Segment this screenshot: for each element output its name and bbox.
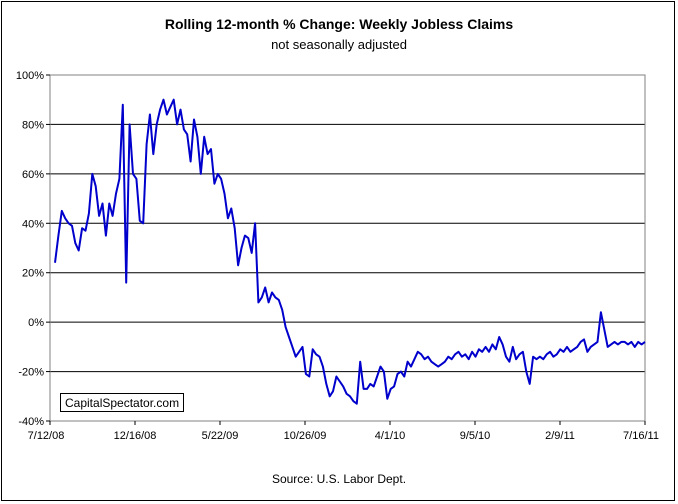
x-tick-label: 4/1/10	[375, 430, 406, 442]
x-tick-label: 10/26/09	[284, 430, 327, 442]
y-tick-label: 20%	[22, 268, 44, 280]
y-tick-label: 40%	[22, 218, 44, 230]
x-tick-label: 12/16/08	[114, 430, 157, 442]
x-tick-label: 7/12/08	[28, 430, 65, 442]
watermark-label: CapitalSpectator.com	[60, 393, 185, 412]
x-tick-label: 2/9/11	[545, 430, 575, 442]
y-tick-label: -20%	[18, 367, 44, 379]
x-tick-label: 7/16/11	[623, 430, 659, 442]
source-note: Source: U.S. Labor Dept.	[271, 472, 407, 486]
y-tick-label: 60%	[22, 169, 44, 181]
chart-title: Rolling 12-month % Change: Weekly Jobles…	[164, 16, 514, 32]
y-tick-label: 0%	[28, 317, 44, 329]
y-tick-label: -40%	[18, 416, 44, 428]
series-line	[54, 98, 646, 405]
chart-subtitle: not seasonally adjusted	[271, 37, 407, 52]
y-tick-label: 80%	[22, 119, 44, 131]
x-tick-label: 9/5/10	[460, 430, 491, 442]
y-tick-label: 100%	[16, 70, 44, 82]
plot-area-border	[49, 74, 646, 422]
x-tick-label: 5/22/09	[202, 430, 239, 442]
